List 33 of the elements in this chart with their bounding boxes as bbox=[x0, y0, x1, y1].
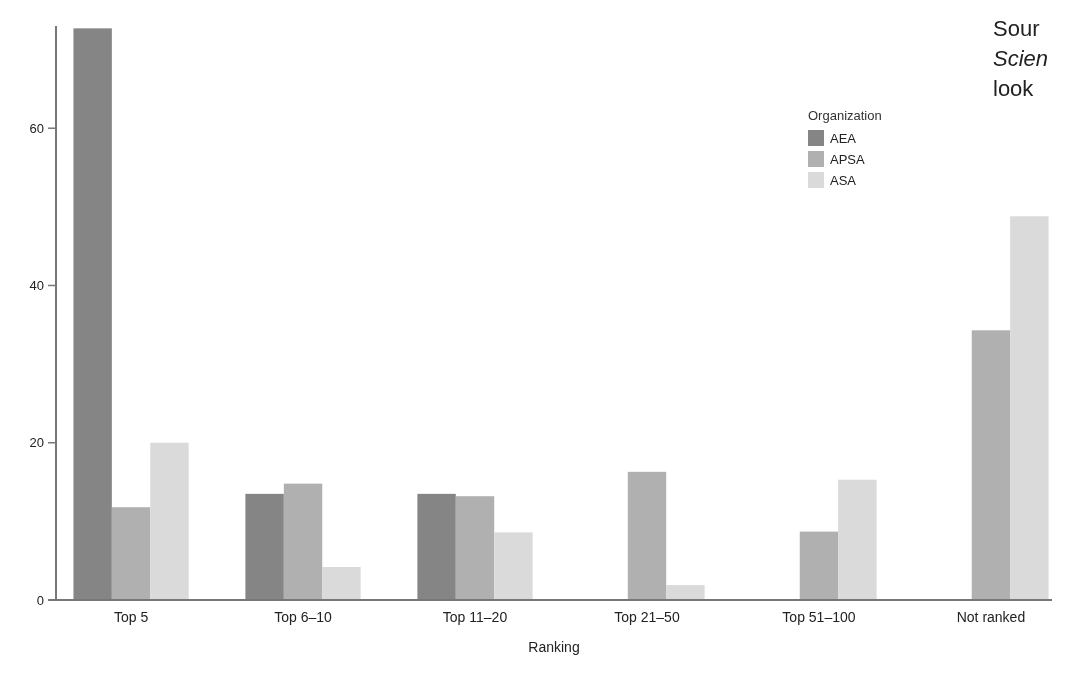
bar bbox=[417, 493, 456, 600]
y-tick-label: 40 bbox=[29, 278, 44, 294]
x-axis-title: Ranking bbox=[528, 639, 580, 655]
x-tick-label: Top 21–50 bbox=[614, 609, 680, 625]
bar bbox=[455, 496, 495, 600]
bar bbox=[494, 532, 533, 600]
bar bbox=[627, 471, 667, 600]
bar bbox=[666, 585, 705, 600]
bar bbox=[1010, 216, 1049, 600]
bar bbox=[73, 28, 112, 600]
bar bbox=[971, 330, 1011, 600]
legend-title: Organization bbox=[808, 108, 882, 123]
bar bbox=[322, 566, 361, 600]
legend-label: AEA bbox=[830, 130, 857, 146]
legend-label: ASA bbox=[830, 172, 857, 188]
annotation: Sour bbox=[993, 16, 1040, 41]
annotation: look bbox=[993, 76, 1035, 101]
x-tick-label: Not ranked bbox=[956, 609, 1026, 625]
bar bbox=[245, 493, 284, 600]
x-tick-label: Top 6–10 bbox=[274, 609, 333, 625]
bar bbox=[111, 507, 151, 600]
y-tick-label: 0 bbox=[36, 592, 44, 608]
x-tick-label: Top 5 bbox=[113, 609, 149, 625]
y-tick-label: 60 bbox=[29, 120, 44, 136]
y-tick-label: 20 bbox=[29, 435, 44, 451]
legend-label: APSA bbox=[830, 151, 866, 167]
bar bbox=[283, 483, 323, 600]
bar bbox=[799, 531, 839, 600]
x-tick-label: Top 11–20 bbox=[442, 609, 508, 625]
bar bbox=[150, 442, 189, 600]
x-tick-label: Top 51–100 bbox=[782, 609, 856, 625]
annotation: Scien bbox=[993, 46, 1049, 71]
bar bbox=[838, 479, 877, 600]
